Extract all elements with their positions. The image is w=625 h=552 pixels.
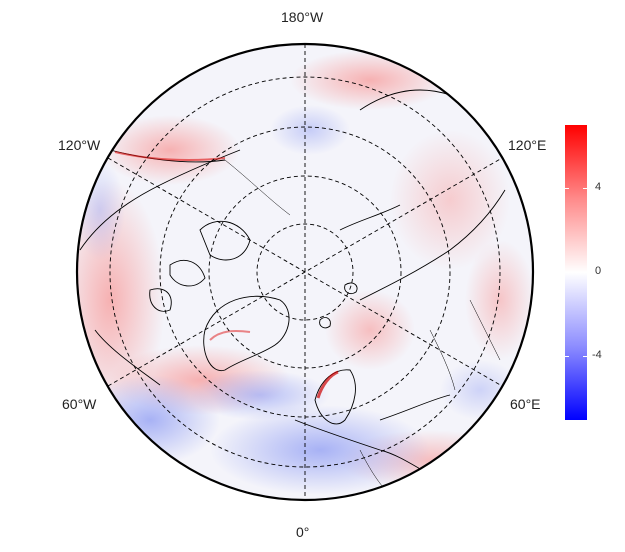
lon-label-upper-left: 120°W bbox=[58, 137, 101, 153]
lon-label-top: 180°W bbox=[281, 9, 324, 25]
lon-label-upper-right: 120°E bbox=[508, 137, 547, 153]
map-boundary bbox=[75, 42, 535, 502]
lon-label-bottom: 0° bbox=[296, 524, 310, 540]
colorbar-tick bbox=[565, 272, 569, 273]
colorbar-tick bbox=[583, 272, 587, 273]
colorbar-tick bbox=[565, 188, 569, 189]
colorbar-label-minus-4: -4 bbox=[592, 349, 602, 361]
colorbar-tick bbox=[583, 188, 587, 189]
colorbar-tick bbox=[583, 356, 587, 357]
lon-label-lower-right: 60°E bbox=[510, 396, 541, 412]
graticule bbox=[107, 44, 503, 500]
anomaly-field bbox=[77, 44, 533, 500]
lon-label-lower-left: 60°W bbox=[62, 396, 97, 412]
colorbar-tick bbox=[565, 356, 569, 357]
colorbar bbox=[565, 125, 587, 420]
colorbar-label-0: 0 bbox=[595, 265, 602, 277]
colorbar-label-4: 4 bbox=[595, 181, 602, 193]
